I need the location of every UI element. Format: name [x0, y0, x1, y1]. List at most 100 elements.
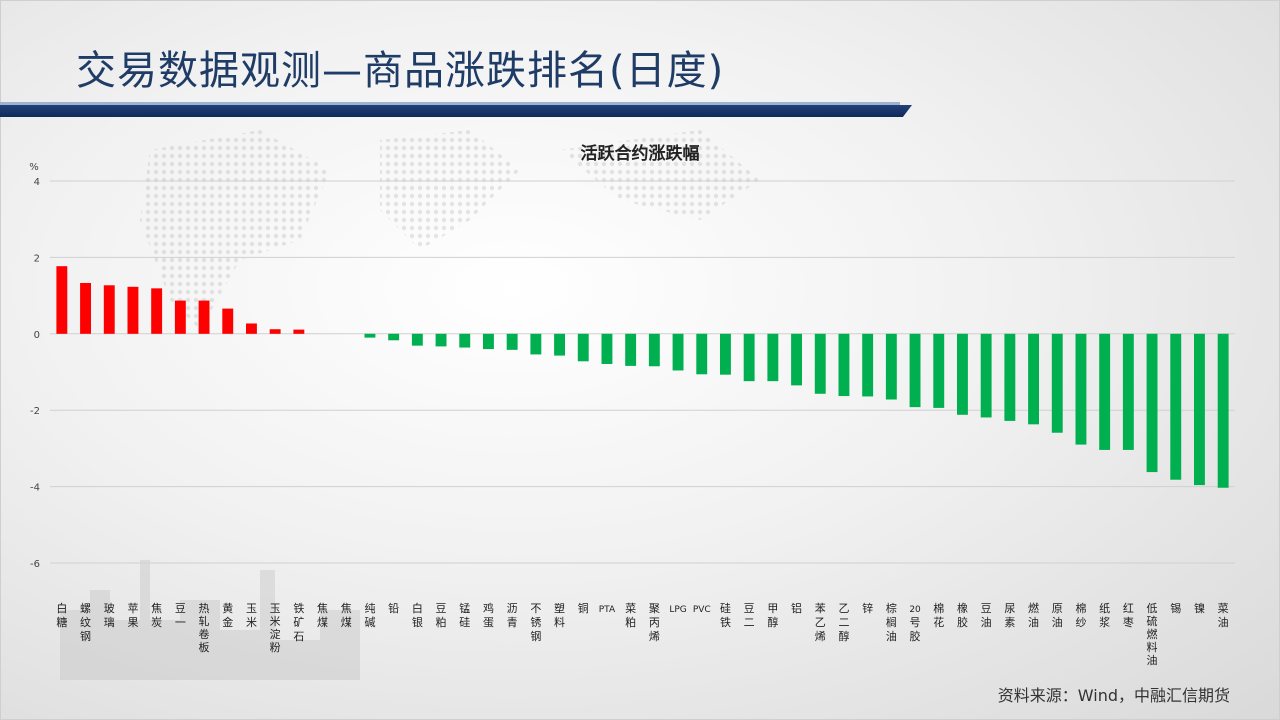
x-tick-label: 白银: [412, 601, 423, 629]
x-tick-label: 铁矿石: [293, 602, 304, 643]
title-underline-light: [0, 102, 900, 105]
bar: [1099, 333, 1111, 450]
bar: [1004, 333, 1016, 421]
x-tick-label: 沥青: [507, 602, 518, 629]
x-tick-label: 鸡蛋: [483, 601, 494, 629]
bar: [862, 333, 874, 397]
bar: [174, 300, 186, 334]
bar: [791, 333, 803, 386]
x-tick-label: 焦炭: [151, 602, 162, 629]
page-title: 交易数据观测—商品涨跌排名(日度): [76, 48, 725, 94]
bar: [222, 308, 234, 334]
x-tick-label: 镍: [1194, 601, 1205, 615]
bar: [530, 333, 542, 355]
x-tick-label: 塑料: [554, 601, 565, 629]
x-tick-label: 黄金: [222, 601, 233, 629]
x-tick-label: 棉花: [933, 601, 944, 629]
x-tick-label: 焦煤: [317, 602, 328, 629]
bar: [743, 333, 755, 382]
x-tick-label: 不锈钢: [530, 602, 541, 643]
bar: [482, 333, 494, 350]
source-note: 资料来源：Wind，中融汇信期货: [997, 686, 1230, 705]
x-tick-label: 热轧卷板: [199, 602, 210, 654]
bar: [1170, 333, 1182, 480]
bar: [388, 333, 400, 341]
bar: [151, 288, 163, 334]
y-tick-label: 4: [34, 177, 40, 188]
bar: [885, 333, 897, 400]
bars: [56, 266, 1229, 488]
x-tick-label: 螺纹钢: [80, 602, 91, 643]
bar: [672, 333, 684, 371]
y-tick-label: -4: [30, 483, 40, 494]
bar: [696, 333, 708, 375]
x-tick-label: 锰硅: [459, 601, 470, 629]
bar: [1028, 333, 1040, 425]
x-tick-label: 玻璃: [104, 602, 115, 629]
bar: [56, 266, 68, 334]
x-tick-label: 锌: [862, 601, 873, 615]
bar: [435, 333, 447, 347]
x-tick-label: 棕榈油: [886, 601, 897, 643]
x-tick-label: 白糖: [56, 601, 67, 629]
bar: [198, 300, 210, 334]
x-tick-label: 聚丙烯: [649, 602, 660, 643]
x-tick-label: 20 号胶: [909, 605, 921, 643]
x-tick-label: 橡胶: [957, 602, 968, 629]
bar: [1051, 333, 1063, 433]
bar: [838, 333, 850, 397]
x-tick-label: 铅: [388, 601, 399, 615]
x-tick-label: 硅铁: [720, 602, 731, 629]
bar: [933, 333, 945, 408]
bar: [245, 323, 257, 334]
y-axis-unit: %: [29, 162, 39, 173]
bar: [577, 333, 589, 362]
bar: [980, 333, 992, 418]
bar: [269, 329, 281, 334]
bar: [601, 333, 613, 364]
x-tick-label: 原油: [1052, 602, 1063, 629]
x-tick-label: PTA: [599, 605, 616, 615]
bar: [625, 333, 637, 366]
x-tick-label: 苯乙烯: [815, 601, 826, 643]
bar: [103, 285, 115, 334]
x-tick-label: 燃油: [1028, 601, 1039, 629]
bar: [80, 282, 92, 334]
x-tick-label: 焦煤: [341, 602, 352, 629]
x-tick-label: 铜: [578, 601, 589, 615]
y-tick-label: -2: [30, 406, 40, 417]
x-tick-label: PVC: [693, 605, 711, 615]
title-underline-bar: [0, 105, 912, 117]
bar: [1122, 333, 1134, 450]
bar: [506, 333, 518, 350]
x-tick-label: 棉纱: [1075, 601, 1086, 629]
bar: [293, 329, 305, 334]
x-tick-label: 纯碱: [364, 602, 375, 629]
x-tick-label: 纸浆: [1099, 602, 1110, 629]
bar: [719, 333, 731, 375]
x-tick-label: 豆一: [175, 602, 186, 629]
x-tick-label: 豆油: [981, 602, 992, 629]
x-tick-label: 红枣: [1123, 602, 1134, 629]
y-axis-ticks: 4 2 0 -2 -4 -6: [30, 177, 40, 570]
x-tick-label: 菜粕: [625, 602, 636, 629]
x-tick-label: 乙二醇: [838, 602, 849, 643]
bar: [411, 333, 423, 346]
bar: [956, 333, 968, 415]
x-tick-label: 尿素: [1004, 602, 1015, 629]
x-tick-label: 菜油: [1218, 602, 1229, 629]
bar: [814, 333, 826, 394]
bar: [459, 333, 471, 348]
bar: [909, 333, 921, 408]
bar: [1193, 333, 1205, 486]
x-tick-label: LPG: [669, 605, 686, 615]
x-tick-label: 豆二: [744, 602, 755, 629]
y-tick-label: 0: [34, 330, 40, 341]
x-tick-label: 玉米淀粉: [270, 602, 281, 654]
bar: [1075, 333, 1087, 445]
bar: [364, 333, 376, 338]
x-tick-label: 玉米: [246, 602, 257, 629]
